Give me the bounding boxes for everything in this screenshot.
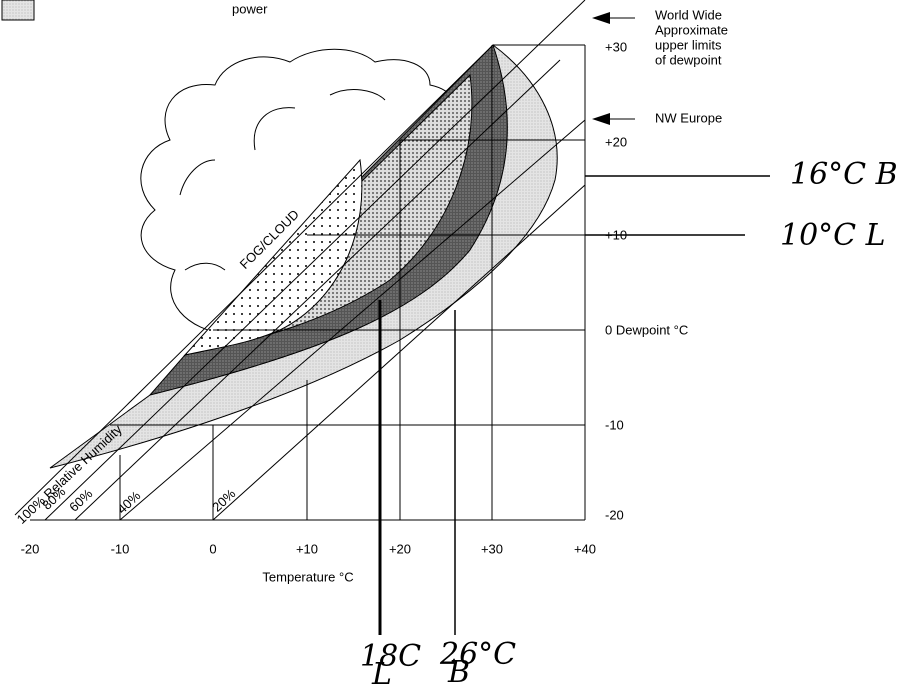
x-tick-label: -10 (111, 541, 130, 556)
limit-label: upper limits (655, 37, 722, 52)
cloud-fold (180, 160, 215, 195)
y-tick-label: -10 (605, 417, 624, 432)
limit-label: World Wide (655, 7, 722, 22)
legend-label: power (232, 1, 268, 16)
limit-label: of dewpoint (655, 52, 722, 67)
limit-label: Approximate (655, 22, 728, 37)
rh-label: 20% (209, 486, 239, 515)
rh-label: 40% (114, 488, 144, 517)
y-tick-label: +30 (605, 39, 627, 54)
annotation: L (371, 657, 392, 686)
x-tick-label: -20 (21, 541, 40, 556)
cloud-fold (254, 108, 295, 150)
x-tick-label: 0 (209, 541, 216, 556)
diagram: power 100% Relative Humidity 80% 60% 40%… (0, 0, 919, 686)
legend-swatch (2, 0, 34, 20)
rh-label: 100% Relative Humidity (14, 421, 126, 526)
y-tick-label: +20 (605, 134, 627, 149)
rh-line (75, 60, 560, 520)
annotation: B (447, 655, 470, 686)
rh-label: 60% (66, 486, 96, 515)
y-tick-label: -20 (605, 507, 624, 522)
arrow-head (592, 113, 610, 125)
x-tick-label: +10 (296, 541, 318, 556)
arrow-head (592, 12, 610, 24)
y-tick-label: 0 Dewpoint °C (605, 322, 688, 337)
limit-label: NW Europe (655, 110, 722, 125)
cloud-fold (185, 263, 225, 270)
x-tick-label: +20 (389, 541, 411, 556)
annotation: 10°C L (780, 218, 886, 253)
x-axis-label: Temperature °C (262, 569, 353, 584)
annotation: 16°C B (790, 157, 898, 192)
cloud-fold (330, 90, 385, 100)
x-tick-label: +30 (481, 541, 503, 556)
x-tick-label: +40 (574, 541, 596, 556)
